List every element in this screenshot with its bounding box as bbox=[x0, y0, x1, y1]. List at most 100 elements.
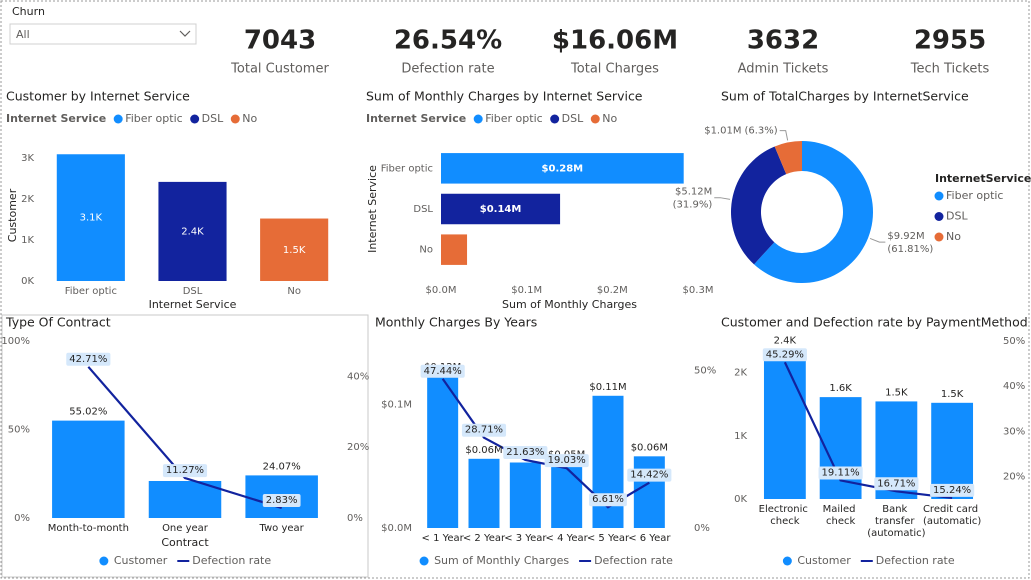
kpi-label: Defection rate bbox=[401, 62, 494, 77]
bar bbox=[509, 462, 541, 528]
slicer-value[interactable]: All bbox=[16, 28, 30, 41]
donut-slice bbox=[731, 146, 787, 265]
legend-label: Customer bbox=[114, 554, 168, 567]
data-label: 15.24% bbox=[933, 485, 971, 496]
kpi-value: 3632 bbox=[747, 26, 819, 56]
x-tick-label: Electronic check bbox=[759, 504, 811, 527]
percent-label: (61.81%) bbox=[887, 244, 933, 255]
data-label: 19.11% bbox=[822, 467, 860, 478]
y-tick-label: 0K bbox=[21, 276, 34, 287]
kpi-value: 26.54% bbox=[394, 26, 502, 56]
data-label: $0.06M bbox=[465, 445, 502, 456]
bar bbox=[52, 420, 125, 518]
data-label: 1.6K bbox=[829, 383, 852, 394]
bar bbox=[763, 349, 806, 499]
data-label: 14.42% bbox=[630, 470, 668, 481]
x-tick-label: DSL bbox=[183, 286, 203, 297]
x-tick-label: Bank transfer (automatic) bbox=[867, 504, 925, 539]
label-background bbox=[874, 477, 919, 491]
bar bbox=[441, 234, 468, 265]
data-label: 1.5K bbox=[885, 387, 908, 398]
label-background bbox=[262, 493, 301, 507]
legend-label: DSL bbox=[562, 112, 584, 125]
y2-tick-label: 50% bbox=[1003, 336, 1025, 347]
label-background bbox=[162, 464, 208, 478]
x-tick-label: $0.1M bbox=[511, 285, 542, 296]
legend-label: Defection rate bbox=[594, 554, 673, 567]
y-tick-label: $0.0M bbox=[381, 523, 412, 534]
x-tick-label: Month-to-month bbox=[48, 523, 129, 534]
data-label: 55.02% bbox=[69, 407, 107, 418]
legend-title: Internet Service bbox=[366, 112, 466, 125]
kpi-label: Admin Tickets bbox=[738, 62, 829, 77]
data-label: $0.11M bbox=[589, 382, 626, 393]
data-label: 21.63% bbox=[506, 447, 544, 458]
x-axis-title: Contract bbox=[161, 536, 209, 549]
kpi-value: 2955 bbox=[914, 26, 986, 56]
data-label: 24.07% bbox=[263, 461, 301, 472]
y-tick-label: 1K bbox=[734, 431, 747, 442]
slicer-title: Churn bbox=[12, 5, 45, 18]
chart-title: Sum of TotalCharges by InternetService bbox=[721, 89, 969, 104]
data-label: 45.29% bbox=[766, 349, 804, 360]
data-label: 16.71% bbox=[877, 478, 915, 489]
legend-marker bbox=[934, 212, 944, 221]
line bbox=[783, 361, 953, 500]
legend-marker bbox=[782, 556, 792, 566]
x-tick-label: Credit card (automatic) bbox=[923, 504, 981, 527]
x-tick-label: Mailed check bbox=[823, 504, 859, 527]
legend-marker bbox=[99, 556, 109, 566]
legend-label: Fiber optic bbox=[125, 112, 182, 125]
y-tick-label: Fiber optic bbox=[381, 163, 433, 174]
data-label: 28.71% bbox=[465, 425, 503, 436]
label-background bbox=[818, 466, 863, 480]
slicer-dropdown[interactable] bbox=[9, 23, 197, 45]
data-label: 6.61% bbox=[592, 494, 624, 505]
leader-line bbox=[779, 130, 789, 141]
y-tick-label: 2K bbox=[734, 368, 747, 379]
legend-marker bbox=[113, 114, 123, 124]
legend-marker bbox=[230, 114, 240, 124]
x-tick-label: No bbox=[287, 286, 301, 297]
y-tick-label: 50% bbox=[8, 425, 30, 436]
y-tick-label: No bbox=[419, 245, 433, 256]
y2-tick-label: 0% bbox=[347, 513, 363, 524]
kpi-value: $16.06M bbox=[552, 26, 678, 56]
legend-marker bbox=[934, 232, 944, 242]
value-label: $5.12M bbox=[675, 187, 712, 198]
legend-marker bbox=[590, 114, 600, 124]
y2-tick-label: 20% bbox=[1003, 471, 1025, 482]
legend-label: No bbox=[602, 112, 617, 125]
y2-tick-label: 20% bbox=[347, 442, 369, 453]
x-tick-label: One year bbox=[162, 523, 209, 534]
y2-tick-label: 0% bbox=[694, 523, 710, 534]
label-background bbox=[503, 445, 548, 459]
bar-label: 2.4K bbox=[181, 226, 204, 237]
y-axis-title: Customer bbox=[6, 188, 19, 242]
chart-title: Type Of Contract bbox=[5, 315, 111, 330]
bar bbox=[56, 154, 125, 281]
bar bbox=[427, 376, 459, 528]
x-tick-label: < 6 Year bbox=[628, 533, 671, 544]
donut-slice bbox=[774, 141, 802, 175]
data-label: $0.06M bbox=[631, 442, 668, 453]
chart-title: Monthly Charges By Years bbox=[375, 315, 537, 330]
y2-tick-label: 50% bbox=[694, 366, 716, 377]
bar bbox=[819, 397, 862, 499]
x-tick-label: < 2 Year bbox=[463, 533, 506, 544]
legend-label: Defection rate bbox=[192, 554, 271, 567]
dropdown-chevron[interactable] bbox=[179, 30, 191, 37]
label-background bbox=[627, 468, 672, 482]
kpi-value: 7043 bbox=[244, 26, 316, 56]
chart-title: Customer and Defection rate by PaymentMe… bbox=[721, 315, 1028, 330]
line bbox=[87, 366, 282, 510]
legend-title: InternetService bbox=[935, 172, 1031, 185]
label-background bbox=[930, 483, 975, 497]
y-axis-title: Internet Service bbox=[366, 165, 379, 253]
x-tick-label: < 4 Year bbox=[546, 533, 589, 544]
x-tick-label: Two year bbox=[259, 523, 305, 534]
y-tick-label: 2K bbox=[21, 194, 34, 205]
legend-label: DSL bbox=[202, 112, 224, 125]
data-label: 19.03% bbox=[548, 455, 586, 466]
